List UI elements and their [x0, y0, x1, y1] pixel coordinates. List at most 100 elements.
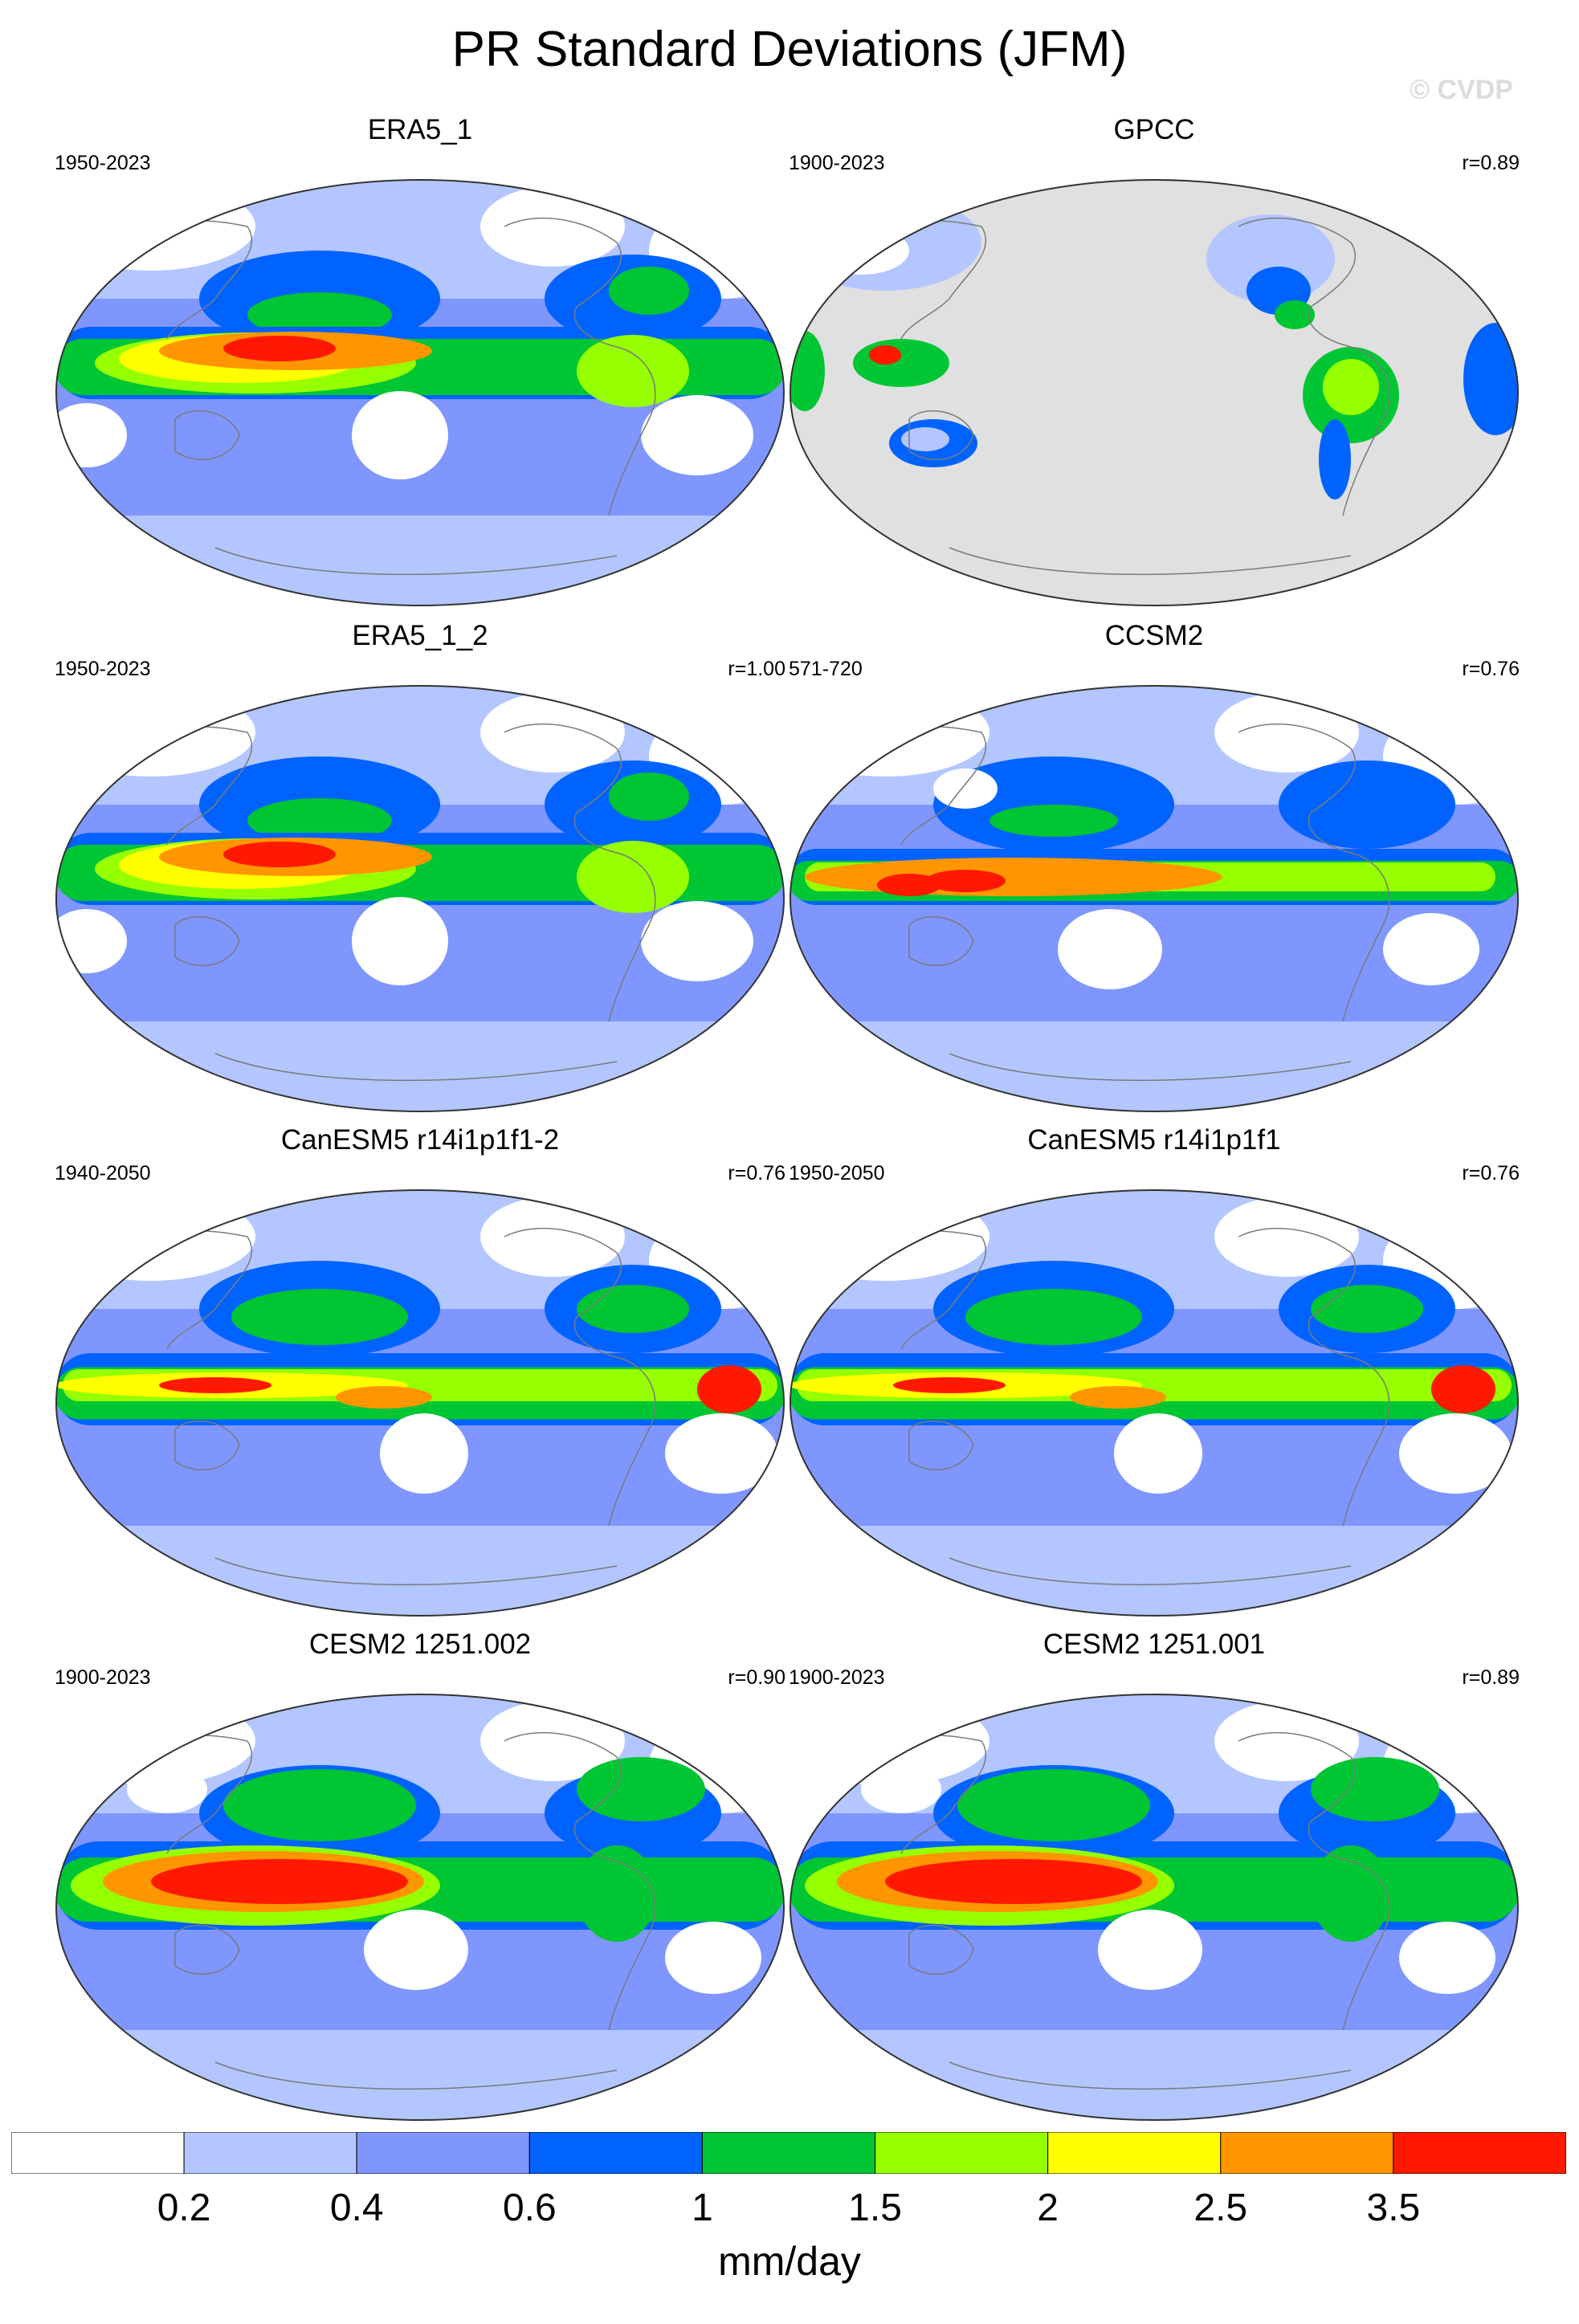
map-panel: CanESM5 r14i1p1f1-2 1940-2050 r=0.76 [55, 1123, 785, 1621]
land-borneo-red [869, 345, 901, 365]
dry-arctic-canada [480, 1701, 625, 1781]
coastline-3 [1398, 709, 1496, 733]
dry-southeast-pacific [1058, 909, 1162, 989]
map-panel: CCSM2 571-720 r=0.76 [789, 618, 1520, 1116]
map-border [790, 179, 1519, 606]
colorbar-tick-label: 0.4 [329, 2187, 384, 2229]
coastline-3 [1398, 1213, 1496, 1237]
dry-asia-north [56, 1193, 255, 1281]
coastline-3 [1398, 1718, 1496, 1742]
storm-track-atlantic-core [577, 1285, 689, 1333]
amazon-light [577, 335, 689, 407]
dry-south-atlantic [641, 901, 753, 981]
panel-years: 1950-2050 [789, 1162, 885, 1184]
dry-south-atlantic [1399, 1413, 1512, 1494]
dry-asia-north [790, 688, 989, 777]
warm-pool-red [159, 1377, 271, 1393]
panel-pattern-correlation: r=0.90 [728, 1666, 785, 1689]
map-border [790, 685, 1519, 1112]
field-layer [790, 1190, 1518, 1616]
itcz-orange [805, 858, 1222, 896]
storm-track-atlantic-core [609, 267, 689, 315]
storm-track-pacific-core [247, 292, 392, 337]
warm-pool-red [223, 842, 336, 867]
coastline-4 [949, 1053, 1352, 1082]
dry-arctic-canada [480, 1197, 625, 1277]
dry-southeast-pacific [1098, 1910, 1202, 1990]
land-amazon [1323, 359, 1379, 415]
amazon-red [697, 1365, 761, 1413]
map-border [55, 179, 785, 606]
panel-years: 1950-2023 [55, 658, 151, 680]
panel-pattern-correlation: r=0.89 [1462, 152, 1520, 174]
storm-track-atlantic-core [609, 773, 689, 821]
storm-track-atlantic-core [577, 1757, 705, 1821]
colorbar-swatch [528, 2131, 703, 2175]
storm-track-pacific-core [965, 1289, 1142, 1345]
storm-track-pacific-core [231, 1289, 408, 1345]
coastline-3 [664, 709, 762, 733]
indian-ocean-red [877, 874, 941, 896]
coastline-1 [504, 217, 656, 516]
coastline-3 [664, 203, 762, 227]
coastline-2 [174, 410, 240, 461]
dry-arctic-canada [480, 186, 625, 267]
panel-years: 1950-2023 [55, 152, 151, 174]
panel-years: 571-720 [789, 658, 863, 680]
dry-south-atlantic [641, 395, 753, 475]
coastline-2 [174, 915, 240, 967]
map-projection [790, 1189, 1519, 1617]
panel-title: ERA5_1_2 [352, 620, 488, 651]
map-panel: CESM2 1251.001 1900-2023 r=0.89 [789, 1627, 1520, 2125]
amazon-green [1311, 1845, 1391, 1942]
land-gulf [1275, 300, 1315, 329]
panel-years: 1940-2050 [55, 1162, 151, 1184]
field-high-lat-south [790, 1526, 1518, 1616]
coastline-4 [949, 2061, 1352, 2090]
map-panel: CanESM5 r14i1p1f1 1950-2050 r=0.76 [789, 1123, 1520, 1621]
map-panel: CESM2 1251.002 1900-2023 r=0.90 [55, 1627, 785, 2125]
map-projection [55, 179, 785, 606]
coastline-4 [214, 2061, 618, 2090]
field-high-lat-south [56, 1526, 784, 1616]
panel-pattern-correlation: r=0.76 [1462, 658, 1520, 680]
map-projection [55, 1189, 785, 1617]
amazon-red [1431, 1365, 1495, 1413]
figure-title: PR Standard Deviations (JFM) [451, 22, 1128, 77]
map-border [790, 1189, 1519, 1617]
field-layer [56, 686, 784, 1111]
colorbar-swatches [10, 2131, 1567, 2175]
coastline-1 [504, 1731, 656, 2031]
field-layer [790, 686, 1518, 1111]
colorbar-tick-label: 0.2 [157, 2187, 211, 2229]
dry-south-atlantic [665, 1413, 777, 1494]
dry-arctic-canada [1214, 1701, 1359, 1781]
colorbar-tick-label: 2.5 [1193, 2187, 1248, 2229]
colorbar-swatch [701, 2131, 876, 2175]
panel-years: 1900-2023 [55, 1666, 151, 1689]
colorbar-tick-label: 0.6 [502, 2187, 557, 2229]
coastline-4 [214, 1053, 618, 1082]
coastline-4 [214, 547, 618, 576]
dry-asia-east [861, 1765, 941, 1813]
pacific-orange [336, 1386, 432, 1409]
panel-pattern-correlation: r=0.76 [1462, 1162, 1520, 1184]
dry-arctic-canada [1214, 692, 1359, 773]
dry-asia-north [790, 1193, 989, 1281]
storm-track-pacific-core [957, 1769, 1150, 1841]
map-panel: GPCC 1900-2023 r=0.89 [789, 112, 1520, 610]
colorbar-swatch [1047, 2131, 1222, 2175]
coastline-3 [664, 1213, 762, 1237]
amazon-green [577, 1845, 657, 1942]
colorbar-units: mm/day [718, 2239, 861, 2284]
storm-track-pacific-core [989, 805, 1118, 837]
dry-southeast-pacific [380, 1413, 468, 1494]
map-border [55, 1694, 785, 2121]
warm-pool-red [925, 870, 1006, 892]
coastline-4 [949, 547, 1352, 576]
field-high-lat-south [56, 1021, 784, 1111]
colorbar-tick-label: 2 [1037, 2187, 1059, 2229]
land-maritime-continent [853, 339, 949, 387]
colorbar-swatch [10, 2131, 185, 2175]
dry-south-atlantic [1399, 1922, 1495, 1994]
